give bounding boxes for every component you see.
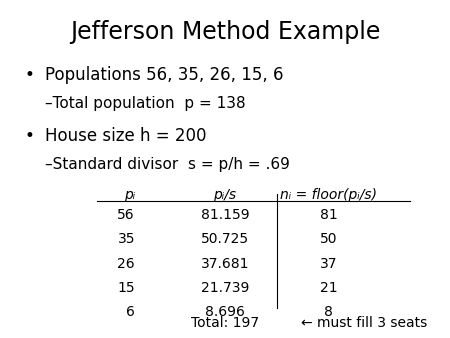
Text: 50: 50 [320, 232, 337, 246]
Text: ← must fill 3 seats: ← must fill 3 seats [302, 316, 427, 330]
Text: pᵢ/s: pᵢ/s [213, 188, 237, 201]
Text: 81: 81 [320, 208, 338, 222]
Text: •: • [25, 66, 35, 84]
Text: –Standard divisor  s = p/h = .69: –Standard divisor s = p/h = .69 [45, 157, 290, 172]
Text: 21: 21 [320, 281, 338, 295]
Text: 26: 26 [117, 257, 135, 270]
Text: Populations 56, 35, 26, 15, 6: Populations 56, 35, 26, 15, 6 [45, 66, 284, 84]
Text: House size h = 200: House size h = 200 [45, 127, 207, 145]
Text: 8: 8 [324, 305, 333, 319]
Text: •: • [25, 127, 35, 145]
Text: 21.739: 21.739 [201, 281, 249, 295]
Text: 37: 37 [320, 257, 337, 270]
Text: 35: 35 [117, 232, 135, 246]
Text: 6: 6 [126, 305, 135, 319]
Text: 50.725: 50.725 [201, 232, 249, 246]
Text: 81.159: 81.159 [201, 208, 249, 222]
Text: –Total population  p = 138: –Total population p = 138 [45, 96, 246, 111]
Text: 37.681: 37.681 [201, 257, 249, 270]
Text: pᵢ: pᵢ [124, 188, 135, 201]
Text: nᵢ = floor(pᵢ/s): nᵢ = floor(pᵢ/s) [280, 188, 377, 201]
Text: Jefferson Method Example: Jefferson Method Example [70, 20, 380, 44]
Text: 8.696: 8.696 [205, 305, 245, 319]
Text: Total: 197: Total: 197 [191, 316, 259, 330]
Text: 15: 15 [117, 281, 135, 295]
Text: 56: 56 [117, 208, 135, 222]
